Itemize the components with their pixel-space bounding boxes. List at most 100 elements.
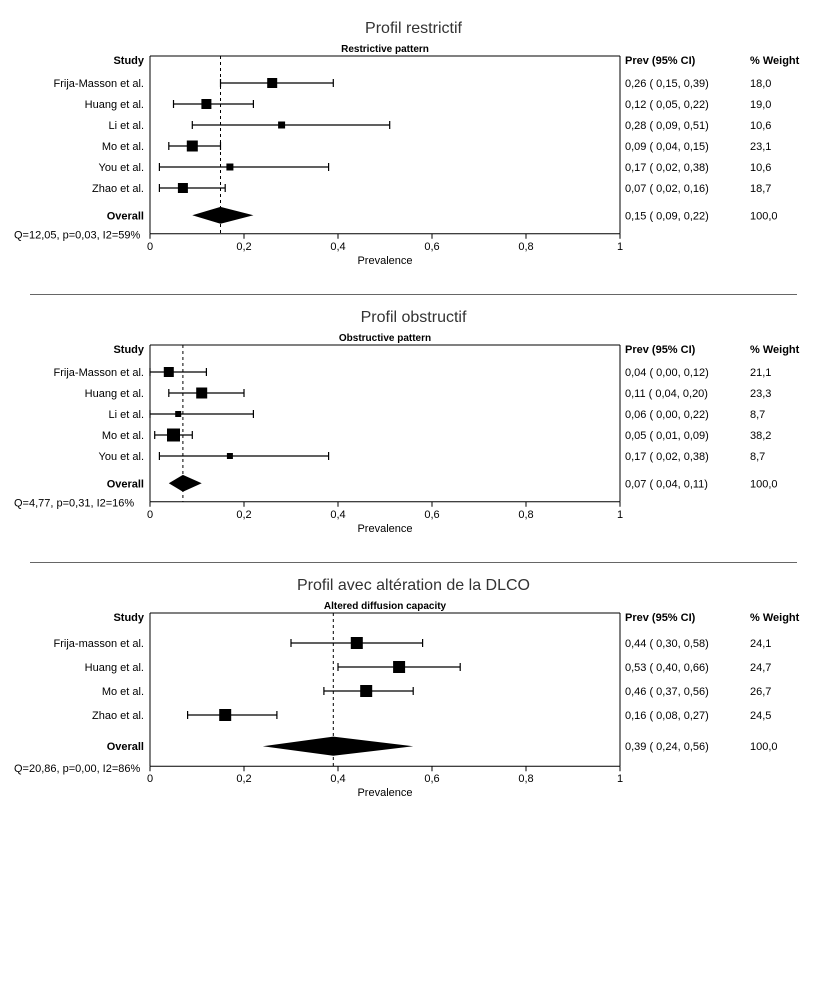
point-estimate-marker — [175, 411, 181, 417]
weight-value: 8,7 — [750, 409, 765, 421]
prev-header: Prev (95% CI) — [625, 612, 696, 624]
point-estimate-marker — [393, 661, 405, 673]
study-name: Huang et al. — [85, 388, 144, 400]
prev-header: Prev (95% CI) — [625, 55, 696, 67]
point-estimate-marker — [227, 453, 233, 459]
panel-title: Profil avec altération de la DLCO — [10, 577, 817, 595]
x-tick-label: 0,4 — [330, 509, 345, 521]
forest-panel-dlco: Profil avec altération de la DLCO Altered… — [10, 577, 817, 806]
panel-subtitle: Obstructive pattern — [339, 333, 431, 344]
heterogeneity-stats: Q=12,05, p=0,03, I2=59% — [14, 229, 141, 241]
prev-ci-value: 0,53 ( 0,40, 0,66) — [625, 662, 709, 674]
prev-ci-value: 0,11 ( 0,04, 0,20) — [625, 388, 708, 400]
x-tick-label: 1 — [617, 773, 623, 785]
prev-ci-value: 0,17 ( 0,02, 0,38) — [625, 162, 709, 174]
panel-divider — [30, 562, 797, 563]
x-tick-label: 0,8 — [518, 773, 533, 785]
study-name: You et al. — [99, 162, 144, 174]
x-axis-label: Prevalence — [357, 787, 412, 799]
x-tick-label: 0,8 — [518, 241, 533, 253]
forest-panel-restrictive: Profil restrictif Restrictive patternStud… — [10, 20, 817, 274]
x-tick-label: 0 — [147, 509, 153, 521]
point-estimate-marker — [278, 122, 285, 129]
prev-ci-value: 0,26 ( 0,15, 0,39) — [625, 78, 709, 90]
prev-ci-value: 0,06 ( 0,00, 0,22) — [625, 409, 709, 421]
point-estimate-marker — [360, 685, 372, 697]
study-name: Huang et al. — [85, 99, 144, 111]
weight-value: 19,0 — [750, 99, 771, 111]
point-estimate-marker — [164, 367, 174, 377]
prev-ci-value: 0,05 ( 0,01, 0,09) — [625, 430, 709, 442]
prev-header: Prev (95% CI) — [625, 344, 696, 356]
study-name: Frija-masson et al. — [54, 638, 144, 650]
study-name: Mo et al. — [102, 430, 144, 442]
study-name: Frija-Masson et al. — [54, 367, 144, 379]
study-name: Huang et al. — [85, 662, 144, 674]
x-tick-label: 0,8 — [518, 509, 533, 521]
overall-diamond — [192, 207, 253, 224]
weight-value: 23,1 — [750, 141, 771, 153]
weight-value: 38,2 — [750, 430, 771, 442]
overall-ci-value: 0,15 ( 0,09, 0,22) — [625, 210, 709, 222]
x-tick-label: 0,4 — [330, 773, 345, 785]
x-tick-label: 0 — [147, 241, 153, 253]
prev-ci-value: 0,12 ( 0,05, 0,22) — [625, 99, 709, 111]
forest-plot-restrictive: Restrictive patternStudyPrev (95% CI)% W… — [10, 42, 810, 274]
weight-value: 26,7 — [750, 686, 771, 698]
weight-value: 18,7 — [750, 183, 771, 195]
x-tick-label: 0,2 — [236, 509, 251, 521]
panel-title: Profil obstructif — [10, 309, 817, 327]
forest-panel-obstructive: Profil obstructif Obstructive patternStud… — [10, 309, 817, 542]
panel-title: Profil restrictif — [10, 20, 817, 38]
prev-ci-value: 0,16 ( 0,08, 0,27) — [625, 710, 709, 722]
heterogeneity-stats: Q=4,77, p=0,31, I2=16% — [14, 497, 134, 509]
forest-plot-obstructive: Obstructive patternStudyPrev (95% CI)% W… — [10, 331, 810, 542]
x-tick-label: 1 — [617, 241, 623, 253]
panel-divider — [30, 294, 797, 295]
weight-header: % Weight — [750, 612, 800, 624]
prev-ci-value: 0,17 ( 0,02, 0,38) — [625, 451, 709, 463]
weight-value: 24,5 — [750, 710, 771, 722]
weight-value: 24,7 — [750, 662, 771, 674]
overall-weight-value: 100,0 — [750, 210, 778, 222]
overall-weight-value: 100,0 — [750, 478, 778, 490]
overall-weight-value: 100,0 — [750, 741, 778, 753]
prev-ci-value: 0,04 ( 0,00, 0,12) — [625, 367, 709, 379]
x-tick-label: 0,6 — [424, 773, 439, 785]
panel-subtitle: Altered diffusion capacity — [324, 601, 447, 612]
weight-header: % Weight — [750, 55, 800, 67]
x-tick-label: 0,6 — [424, 241, 439, 253]
overall-label: Overall — [107, 741, 144, 753]
point-estimate-marker — [267, 78, 277, 88]
x-axis-label: Prevalence — [357, 523, 412, 535]
x-tick-label: 0,2 — [236, 241, 251, 253]
point-estimate-marker — [219, 709, 231, 721]
study-name: Zhao et al. — [92, 183, 144, 195]
weight-value: 10,6 — [750, 162, 771, 174]
point-estimate-marker — [178, 183, 188, 193]
weight-value: 10,6 — [750, 120, 771, 132]
study-name: You et al. — [99, 451, 144, 463]
prev-ci-value: 0,28 ( 0,09, 0,51) — [625, 120, 709, 132]
point-estimate-marker — [201, 99, 211, 109]
weight-value: 8,7 — [750, 451, 765, 463]
weight-value: 18,0 — [750, 78, 771, 90]
weight-value: 23,3 — [750, 388, 771, 400]
overall-diamond — [169, 475, 202, 492]
prev-ci-value: 0,09 ( 0,04, 0,15) — [625, 141, 709, 153]
point-estimate-marker — [167, 428, 180, 441]
x-axis-label: Prevalence — [357, 255, 412, 267]
heterogeneity-stats: Q=20,86, p=0,00, I2=86% — [14, 763, 141, 775]
point-estimate-marker — [226, 164, 233, 171]
point-estimate-marker — [196, 387, 207, 398]
prev-ci-value: 0,44 ( 0,30, 0,58) — [625, 638, 709, 650]
overall-label: Overall — [107, 210, 144, 222]
study-name: Li et al. — [109, 409, 144, 421]
weight-value: 21,1 — [750, 367, 771, 379]
x-tick-label: 0,2 — [236, 773, 251, 785]
point-estimate-marker — [351, 637, 363, 649]
overall-diamond — [263, 736, 413, 755]
weight-value: 24,1 — [750, 638, 771, 650]
study-name: Frija-Masson et al. — [54, 78, 144, 90]
study-header: Study — [113, 612, 144, 624]
